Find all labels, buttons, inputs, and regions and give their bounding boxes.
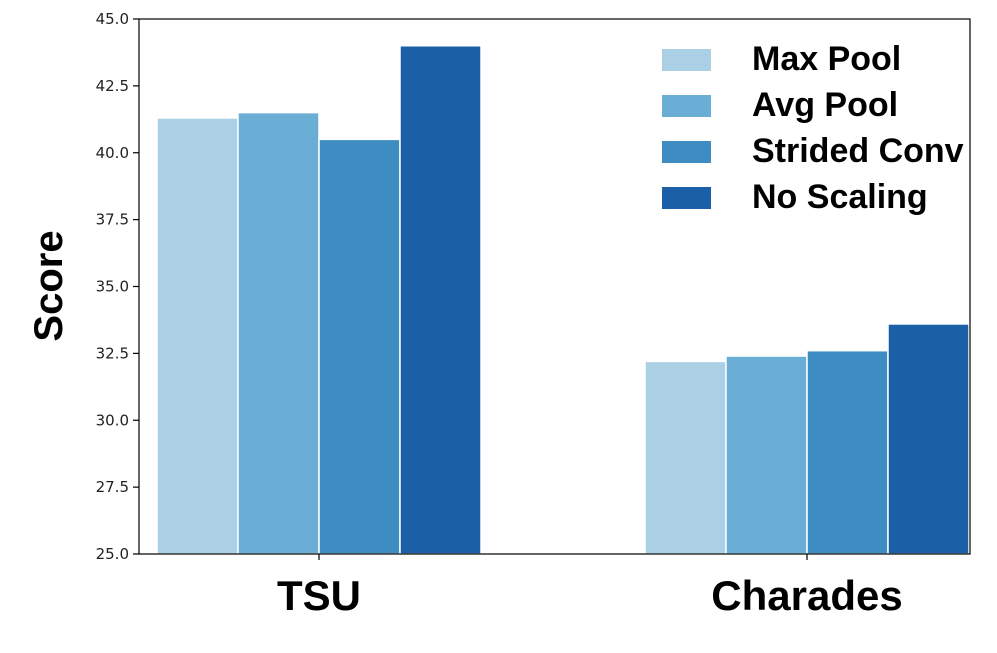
y-tick-label: 35.0 — [96, 278, 129, 296]
legend-swatch-no-scaling — [662, 187, 711, 209]
legend-label-strided-conv: Strided Conv — [752, 132, 964, 170]
bar-charades-no-scaling — [887, 323, 970, 555]
bar-charades-max-pool — [644, 360, 727, 555]
legend: Max Pool Avg Pool Strided Conv No Scaling — [662, 40, 964, 216]
bar-charades-avg-pool — [725, 355, 808, 555]
y-tick-label: 27.5 — [96, 478, 129, 496]
y-tick-label: 37.5 — [96, 211, 129, 229]
x-category-label-charades: Charades — [711, 572, 902, 619]
y-tick-label: 42.5 — [96, 77, 129, 95]
bar-tsu-max-pool — [156, 117, 239, 555]
y-ticks-layer: 25.0 27.5 30.0 32.5 35.0 37.5 40.0 42.5 45.0 — [96, 10, 139, 563]
y-axis-title: Score — [27, 230, 71, 341]
legend-label-max-pool: Max Pool — [752, 40, 901, 78]
y-tick-label: 45.0 — [96, 10, 129, 28]
legend-label-avg-pool: Avg Pool — [752, 86, 898, 124]
bar-charades-strided-conv — [806, 349, 889, 555]
y-tick-label: 25.0 — [96, 545, 129, 563]
bar-tsu-no-scaling — [399, 45, 482, 555]
legend-swatch-strided-conv — [662, 141, 711, 163]
bar-tsu-avg-pool — [237, 111, 320, 555]
x-category-label-tsu: TSU — [277, 572, 361, 619]
bar-tsu-strided-conv — [318, 138, 401, 555]
y-tick-label: 32.5 — [96, 344, 129, 362]
legend-swatch-avg-pool — [662, 95, 711, 117]
y-tick-label: 40.0 — [96, 144, 129, 162]
legend-swatch-max-pool — [662, 49, 711, 71]
y-tick-label: 30.0 — [96, 411, 129, 429]
bars-layer — [156, 45, 970, 555]
x-labels-layer: TSU Charades — [277, 554, 903, 619]
legend-label-no-scaling: No Scaling — [752, 178, 928, 216]
